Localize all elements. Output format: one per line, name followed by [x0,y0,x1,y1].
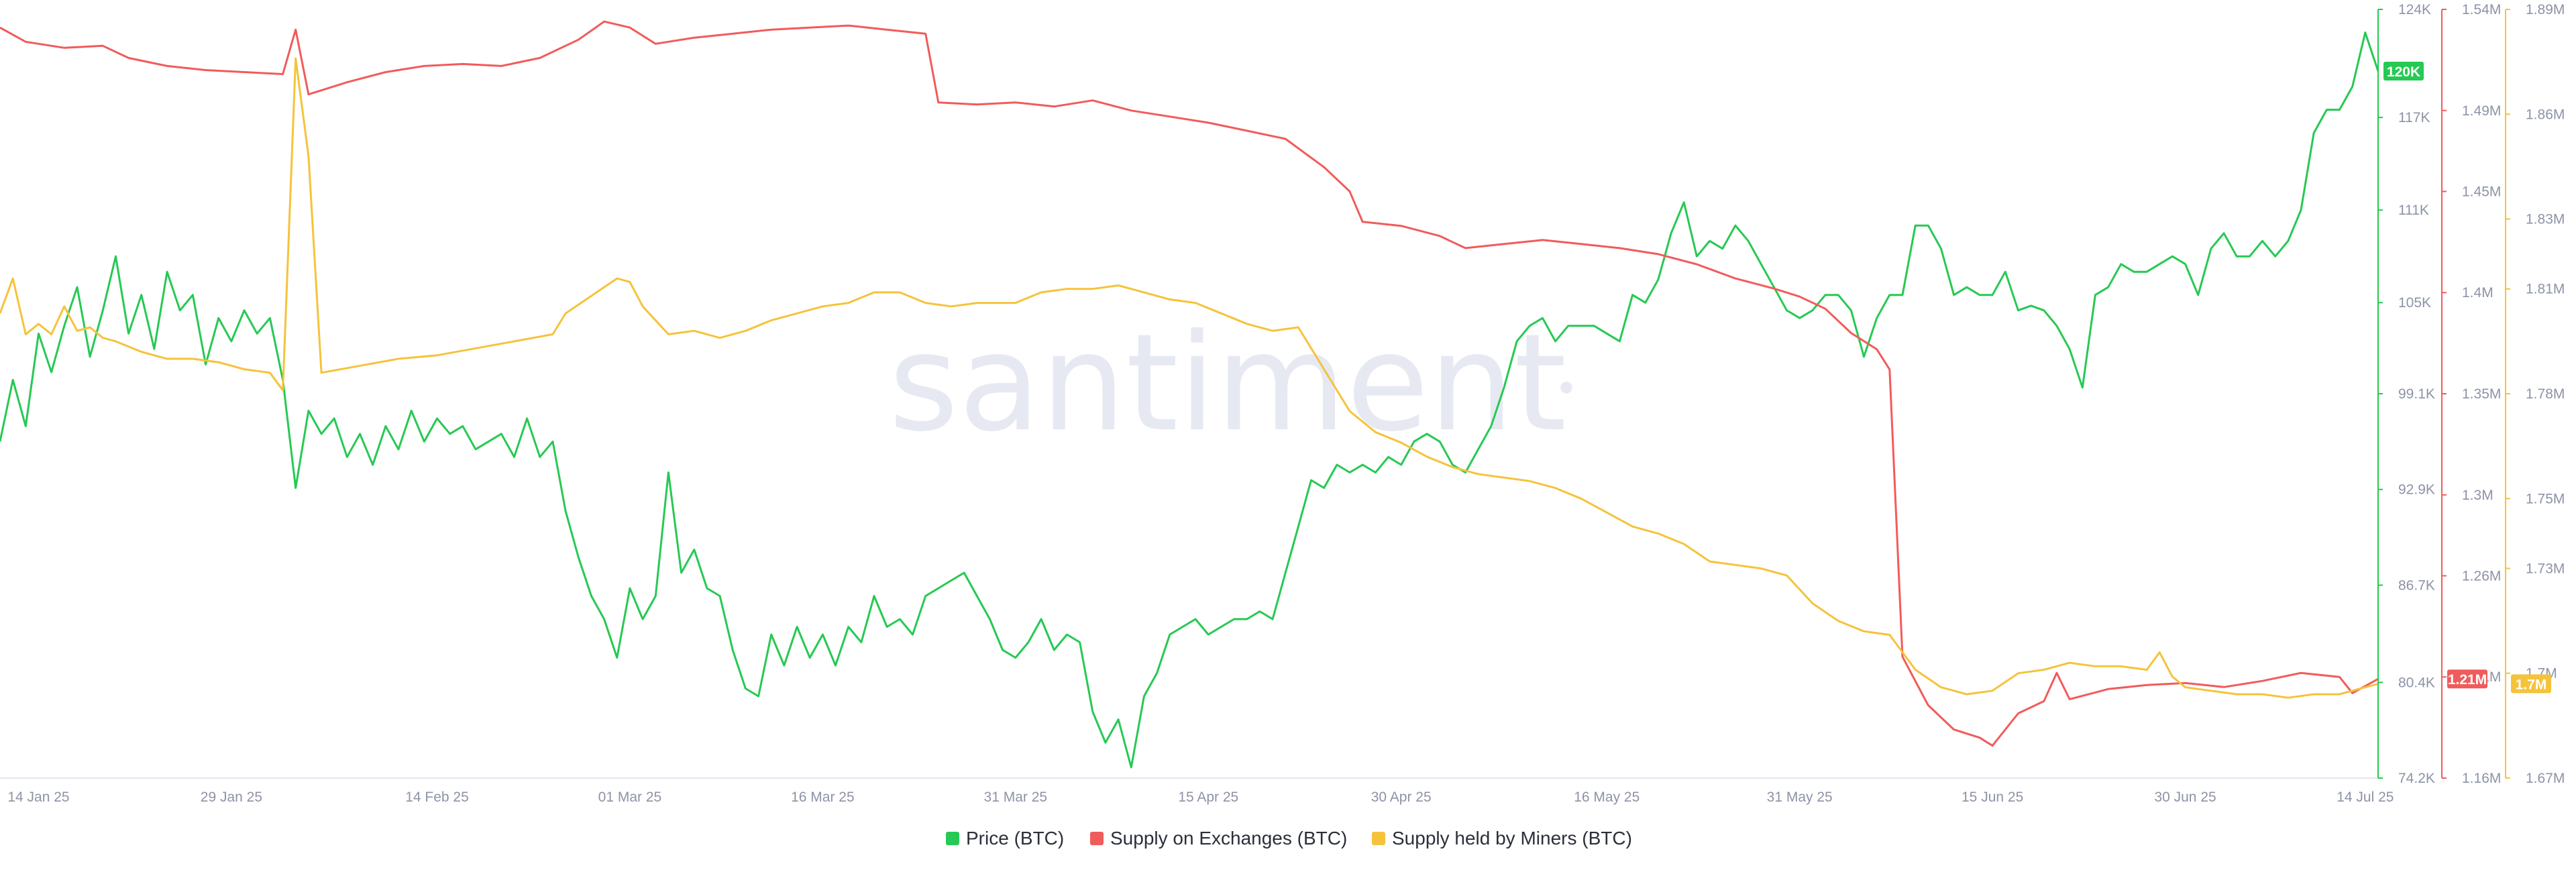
x-tick-label: 14 Jul 25 [2337,789,2394,805]
badge-bg [2511,674,2551,694]
legend[interactable]: Price (BTC) Supply on Exchanges (BTC) Supp… [946,828,1632,849]
miners-tick-label: 1.86M [2526,107,2565,122]
miners-tick-label: 1.89M [2526,2,2565,17]
current-value-badge-2: 1.21M [2447,669,2487,689]
series-line-2 [0,20,2379,747]
x-tick-label: 01 Mar 25 [598,789,662,805]
legend-item-1[interactable]: Price (BTC) [946,828,1064,849]
legend-swatch [1090,832,1104,845]
x-tick-label: 30 Jun 25 [2154,789,2216,805]
axis-layer: 14 Jan 25 29 Jan 25 14 Feb 25 01 Mar 25 16 M… [0,2,2565,805]
series-line-1 [0,32,2379,769]
current-value-badge-1: 120K [2383,62,2424,81]
price-tick-label: 105K [2398,295,2431,311]
exchange-tick-label: 1.45M [2462,184,2501,199]
watermark: santiment [889,305,1567,461]
price-tick-label: 117K [2398,110,2430,125]
price-tick-label: 99.1K [2398,386,2435,402]
x-tick-label: 14 Feb 25 [405,789,469,805]
miners-tick-label: 1.81M [2526,282,2565,297]
x-tick-label: 16 Mar 25 [791,789,855,805]
badge-bg [2447,669,2487,689]
badge-value: 120K [2387,64,2420,80]
badge-layer: 120K 1.21M 1.7M [2383,62,2551,694]
watermark-dot-right: • [1554,366,1578,413]
exchange-tick-label: 1.35M [2462,386,2501,402]
miners-tick-label: 1.67M [2526,771,2565,786]
series-line-3 [0,57,2379,699]
x-tick-label: 14 Jan 25 [7,789,69,805]
badge-value: 1.7M [2516,677,2547,692]
miners-tick-label: 1.78M [2526,386,2565,402]
x-tick-label: 31 Mar 25 [984,789,1048,805]
miners-tick-label: 1.83M [2526,212,2565,227]
price-tick-label: 124K [2398,2,2431,17]
x-tick-label: 30 Apr 25 [1371,789,1432,805]
price-tick-label: 111K [2398,203,2429,218]
x-tick-label: 15 Apr 25 [1178,789,1238,805]
exchange-tick-label: 1.26M [2462,568,2501,584]
price-tick-label: 74.2K [2398,771,2435,786]
legend-item-2[interactable]: Supply on Exchanges (BTC) [1090,828,1347,849]
legend-label: Supply on Exchanges (BTC) [1110,828,1347,849]
exchange-tick-label: 1.49M [2462,103,2501,119]
x-tick-label: 31 May 25 [1767,789,1833,805]
exchange-tick-label: 1.54M [2462,2,2501,17]
watermark-dot-left: • [897,366,920,413]
badge-bg [2383,62,2424,81]
miners-tick-label: 1.75M [2526,491,2565,506]
legend-label: Price (BTC) [966,828,1064,849]
price-tick-label: 80.4K [2398,675,2435,690]
miners-tick-label: 1.73M [2526,561,2565,576]
badge-value: 1.21M [2448,672,2487,688]
legend-swatch [946,832,959,845]
x-tick-label: 29 Jan 25 [201,789,262,805]
series-layer [0,20,2379,769]
x-tick-label: 15 Jun 25 [1962,789,2023,805]
exchange-tick-label: 1.3M [2462,488,2493,503]
legend-label: Supply held by Miners (BTC) [1392,828,1632,849]
x-tick-label: 16 May 25 [1574,789,1640,805]
legend-swatch [1372,832,1385,845]
price-tick-label: 86.7K [2398,578,2435,593]
exchange-tick-label: 1.16M [2462,771,2501,786]
legend-item-3[interactable]: Supply held by Miners (BTC) [1372,828,1632,849]
exchange-tick-label: 1.4M [2462,285,2493,301]
price-tick-label: 92.9K [2398,482,2435,498]
current-value-badge-3: 1.7M [2511,674,2551,694]
